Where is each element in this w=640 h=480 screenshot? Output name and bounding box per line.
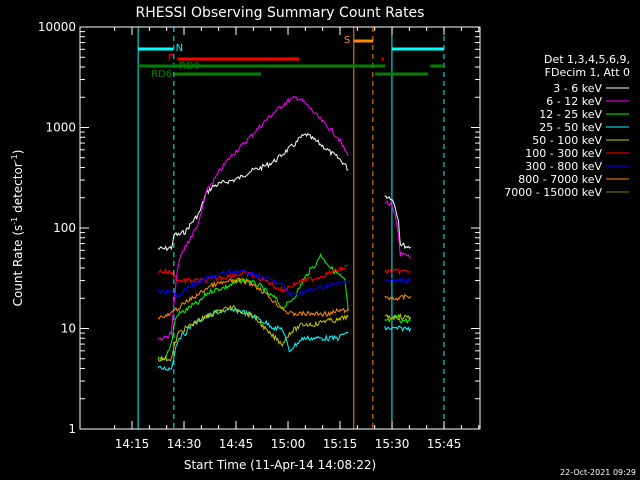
flag-bars: N S F RD0 RD6 xyxy=(138,35,444,80)
legend-label-300-800-kev: 300 - 800 keV xyxy=(525,160,602,173)
y-axis-label-sup1: -1 xyxy=(10,217,19,225)
series-300-800-kev-segment-1 xyxy=(157,268,349,298)
y-tick-label-10: 10 xyxy=(61,322,76,336)
legend-label-100-300-kev: 100 - 300 keV xyxy=(525,147,602,160)
flag-n-label: N xyxy=(176,43,183,54)
y-axis-label-mid: detector xyxy=(11,162,25,217)
series-25-50-kev-segment-2 xyxy=(384,325,412,333)
series-800-7000-kev-segment-1 xyxy=(157,277,349,320)
legend-label-12-25-kev: 12 - 25 keV xyxy=(539,108,602,121)
legend-header-2: FDecim 1, Att 0 xyxy=(545,66,630,79)
y-axis-label-end: ) xyxy=(11,150,25,155)
legend-label-3-6-kev: 3 - 6 keV xyxy=(553,82,602,95)
x-tick-label-15-15: 15:15 xyxy=(323,437,358,451)
flag-s-label: S xyxy=(344,35,350,46)
legend-label-50-100-kev: 50 - 100 keV xyxy=(532,134,602,147)
x-axis-label: Start Time (11-Apr-14 14:08:22) xyxy=(184,458,376,472)
series-3-6-kev-segment-1 xyxy=(157,132,349,252)
x-tick-label-14-15: 14:15 xyxy=(115,437,150,451)
legend-header-1: Det 1,3,4,5,6,9, xyxy=(544,53,630,66)
legend-label-800-7000-kev: 800 - 7000 keV xyxy=(518,173,602,186)
series-100-300-kev-segment-2 xyxy=(384,268,411,276)
y-tick-label-1000: 1000 xyxy=(45,121,76,135)
y-axis-label: Count Rate (s-1 detector-1) xyxy=(10,150,25,307)
series-50-100-kev-segment-2 xyxy=(384,312,412,321)
flag-rd6-label: RD6 xyxy=(151,69,172,80)
flag-f-label: F xyxy=(168,53,174,64)
y-tick-label-100: 100 xyxy=(53,221,76,235)
event-lines xyxy=(137,27,445,429)
legend: Det 1,3,4,5,6,9,FDecim 1, Att 0 3 - 6 keV… xyxy=(504,53,630,199)
y-axis-label-sup2: -1 xyxy=(10,154,19,162)
x-tick-label-14-30: 14:30 xyxy=(167,437,202,451)
legend-label-25-50-kev: 25 - 50 keV xyxy=(539,121,602,134)
flag-rd0-label: RD0 xyxy=(179,61,200,72)
series-12-25-kev-segment-2 xyxy=(384,313,412,324)
y-tick-label-1: 1 xyxy=(68,422,76,436)
footer-timestamp: 22-Oct-2021 09:29 xyxy=(560,468,636,477)
y-axis-label-main: Count Rate (s xyxy=(11,225,25,307)
series-12-25-kev-segment-1 xyxy=(157,252,349,362)
series-3-6-kev-segment-2 xyxy=(384,195,412,250)
series-lines xyxy=(157,95,412,372)
legend-label-7000-15000-kev: 7000 - 15000 keV xyxy=(504,186,602,199)
x-tick-label-15-30: 15:30 xyxy=(375,437,410,451)
legend-label-6-12-kev: 6 - 12 keV xyxy=(546,95,602,108)
chart-title: RHESSI Observing Summary Count Rates xyxy=(136,5,425,21)
series-50-100-kev-segment-1 xyxy=(157,304,349,362)
x-tick-label-14-45: 14:45 xyxy=(219,437,254,451)
x-tick-label-15-45: 15:45 xyxy=(427,437,462,451)
series-6-12-kev-segment-1 xyxy=(157,95,349,341)
x-tick-label-15-00: 15:00 xyxy=(271,437,306,451)
axes: 14:15 14:30 14:45 15:00 15:15 15:30 15:45 1 10 10… xyxy=(38,20,480,451)
series-6-12-kev-segment-2 xyxy=(384,199,412,259)
series-300-800-kev-segment-2 xyxy=(384,277,412,285)
series-800-7000-kev-segment-2 xyxy=(384,293,412,302)
y-tick-label-10000: 10000 xyxy=(38,20,76,34)
